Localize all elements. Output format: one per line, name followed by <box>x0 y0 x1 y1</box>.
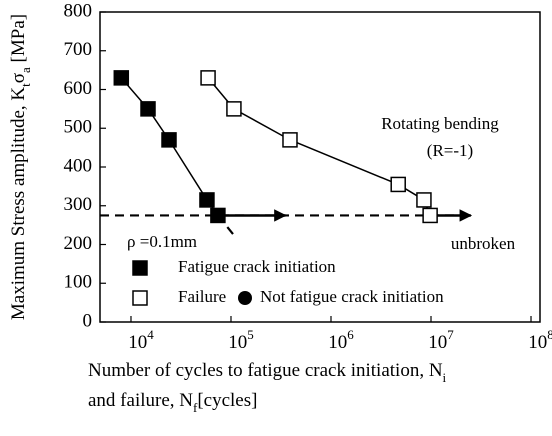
y-tick-label: 100 <box>64 272 93 293</box>
legend-label: Failure <box>178 287 226 306</box>
x-tick-label: 107 <box>428 327 454 353</box>
y-tick-label: 400 <box>64 155 93 176</box>
legend-label: Fatigue crack initiation <box>178 257 336 276</box>
y-tick-label: 0 <box>83 310 93 331</box>
x-tick-label: 108 <box>528 327 552 353</box>
point <box>199 192 215 208</box>
y-tick-label: 500 <box>64 117 93 138</box>
x-tick-label: 105 <box>228 327 254 353</box>
point <box>113 70 130 86</box>
y-tick-label: 300 <box>64 194 93 215</box>
point <box>282 132 298 148</box>
annotation: unbroken <box>451 234 516 253</box>
legend-label: Not fatigue crack initiation <box>260 287 444 306</box>
point <box>390 176 406 193</box>
point <box>161 132 177 148</box>
series-line <box>207 77 431 216</box>
y-tick-label: 700 <box>64 39 93 60</box>
x-tick-label: 106 <box>328 327 354 353</box>
x-axis-label: and failure, Nf[cycles] <box>88 390 257 415</box>
x-axis-label: Number of cycles to fatigue crack initia… <box>88 360 447 385</box>
x-tick-label: 104 <box>128 327 154 353</box>
legend-marker <box>132 260 148 276</box>
point <box>140 101 156 117</box>
point <box>422 207 438 224</box>
annotation: (R=-1) <box>427 141 473 160</box>
point <box>416 192 432 208</box>
y-tick-label: 600 <box>64 78 93 99</box>
point <box>200 70 216 86</box>
legend-marker <box>238 291 252 305</box>
annotation: ρ =0.1mm <box>127 232 197 251</box>
y-axis-label: Maximum Stress amplitude, Ktσa [MPa] <box>8 14 33 320</box>
point <box>210 208 225 223</box>
legend-marker <box>132 290 148 306</box>
y-tick-label: 800 <box>64 0 93 21</box>
annotation: Rotating bending <box>381 114 499 133</box>
y-tick-label: 200 <box>64 233 93 254</box>
point <box>226 101 242 117</box>
